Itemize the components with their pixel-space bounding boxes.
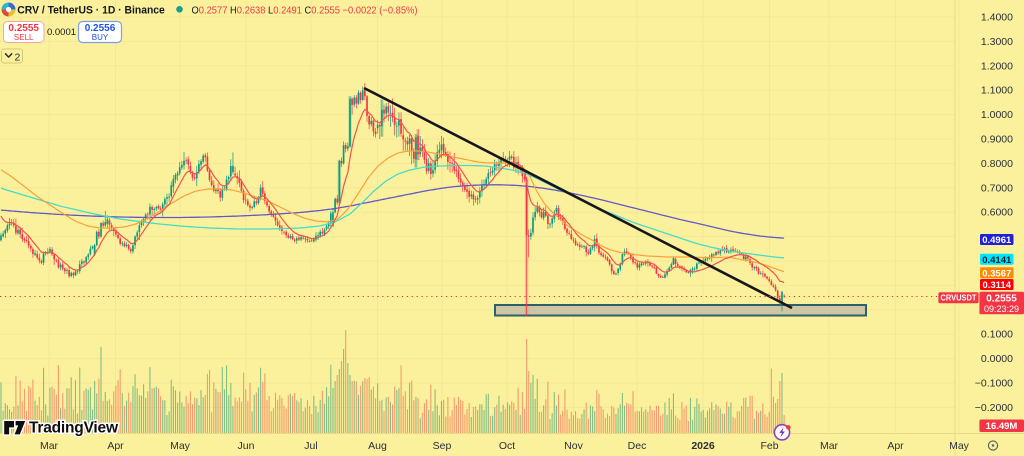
- svg-text:0.6000: 0.6000: [981, 207, 1013, 219]
- svg-text:16.49M: 16.49M: [986, 421, 1018, 432]
- svg-text:SELL: SELL: [14, 33, 34, 42]
- svg-text:2: 2: [15, 52, 21, 64]
- svg-text:1.4000: 1.4000: [981, 12, 1013, 24]
- svg-text:Oct: Oct: [499, 440, 515, 452]
- svg-text:0.1000: 0.1000: [981, 329, 1013, 341]
- svg-text:0.0000: 0.0000: [981, 353, 1013, 365]
- svg-text:0.7000: 0.7000: [981, 182, 1013, 194]
- svg-text:−0.2000: −0.2000: [975, 402, 1013, 414]
- svg-text:0.0001: 0.0001: [47, 27, 76, 38]
- svg-text:0.9000: 0.9000: [981, 134, 1013, 146]
- svg-text:May: May: [949, 440, 970, 452]
- svg-text:Mar: Mar: [40, 440, 59, 452]
- svg-text:Jul: Jul: [304, 440, 317, 452]
- svg-text:2026: 2026: [691, 440, 715, 452]
- svg-text:1.3000: 1.3000: [981, 36, 1013, 48]
- svg-text:Jun: Jun: [238, 440, 255, 452]
- svg-text:Apr: Apr: [887, 440, 904, 452]
- svg-text:09:23:29: 09:23:29: [984, 304, 1019, 314]
- svg-text:1.1000: 1.1000: [981, 85, 1013, 97]
- svg-text:Mar: Mar: [820, 440, 839, 452]
- svg-text:CRVUSDT: CRVUSDT: [941, 293, 977, 302]
- svg-text:Dec: Dec: [628, 440, 647, 452]
- svg-text:Feb: Feb: [760, 440, 778, 452]
- svg-text:0.2555: 0.2555: [986, 293, 1017, 304]
- svg-text:1.0000: 1.0000: [981, 109, 1013, 121]
- svg-text:Apr: Apr: [107, 440, 124, 452]
- svg-text:−0.1000: −0.1000: [975, 378, 1013, 390]
- svg-text:Sep: Sep: [433, 440, 452, 452]
- svg-text:0.2555: 0.2555: [8, 23, 39, 34]
- svg-text:0.8000: 0.8000: [981, 158, 1013, 170]
- svg-text:1.2000: 1.2000: [981, 60, 1013, 72]
- svg-text:Nov: Nov: [564, 440, 583, 452]
- svg-text:0.2556: 0.2556: [85, 23, 116, 34]
- svg-text:0.4961: 0.4961: [982, 235, 1012, 246]
- svg-text:0.4141: 0.4141: [982, 255, 1012, 266]
- svg-text:May: May: [170, 440, 191, 452]
- svg-text:0.3567: 0.3567: [982, 268, 1011, 279]
- svg-text:Aug: Aug: [368, 440, 387, 452]
- svg-text:BUY: BUY: [92, 33, 109, 42]
- svg-text:O0.2577 H0.2638 L0.2491 C0.255: O0.2577 H0.2638 L0.2491 C0.2555 −0.0022 …: [192, 5, 418, 16]
- svg-text:0.3114: 0.3114: [982, 280, 1011, 291]
- svg-text:TradingView: TradingView: [29, 420, 119, 437]
- svg-text:CRV / TetherUS · 1D · Binance: CRV / TetherUS · 1D · Binance: [17, 4, 165, 16]
